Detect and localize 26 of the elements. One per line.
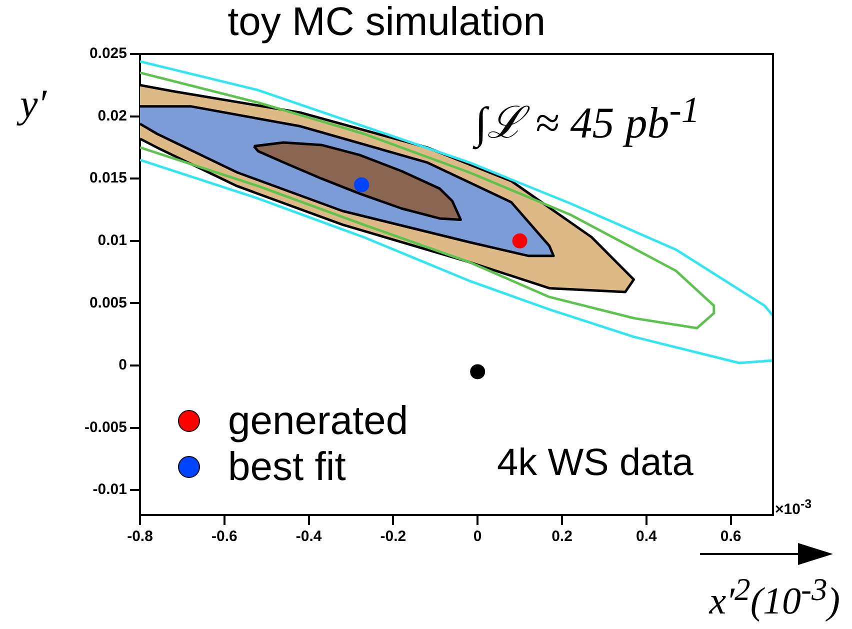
- annotation: 4k WS data: [497, 442, 694, 485]
- x-tick-label: -0.6: [211, 528, 238, 546]
- y-tick-label: 0: [118, 356, 127, 374]
- y-tick-label: -0.005: [84, 418, 127, 436]
- point: [354, 177, 370, 192]
- y-tick-label: 0.01: [98, 232, 127, 250]
- point: [512, 233, 528, 248]
- annotation: ∫ℒ ≈ 45 pb$^{-1}$: [475, 88, 700, 151]
- legend-label: generated: [228, 398, 408, 444]
- x-tick-label: -0.2: [380, 528, 406, 546]
- x-tick-label: 0.6: [720, 528, 742, 546]
- chart-title: toy MC simulation: [228, 0, 546, 44]
- x-tick-label: -0.4: [296, 528, 322, 546]
- y-tick-label: 0.025: [89, 45, 127, 62]
- text: ×10$^{-3}$: [775, 497, 812, 518]
- legend-label: best fit: [228, 444, 346, 490]
- x-tick-label: 0.2: [552, 528, 572, 546]
- x-axis-title: x′$^{2}$(10$^{-3}$): [709, 572, 840, 624]
- x-tick-label: -0.8: [127, 528, 153, 546]
- y-tick-label: 0.02: [98, 107, 127, 124]
- y-tick-label: -0.01: [92, 481, 127, 498]
- y-tick-label: 0.015: [89, 170, 127, 187]
- x-tick-label: 0: [473, 528, 482, 546]
- x-tick-label: 0.4: [636, 528, 658, 546]
- y-tick-label: 0.005: [89, 294, 127, 312]
- point: [470, 364, 486, 380]
